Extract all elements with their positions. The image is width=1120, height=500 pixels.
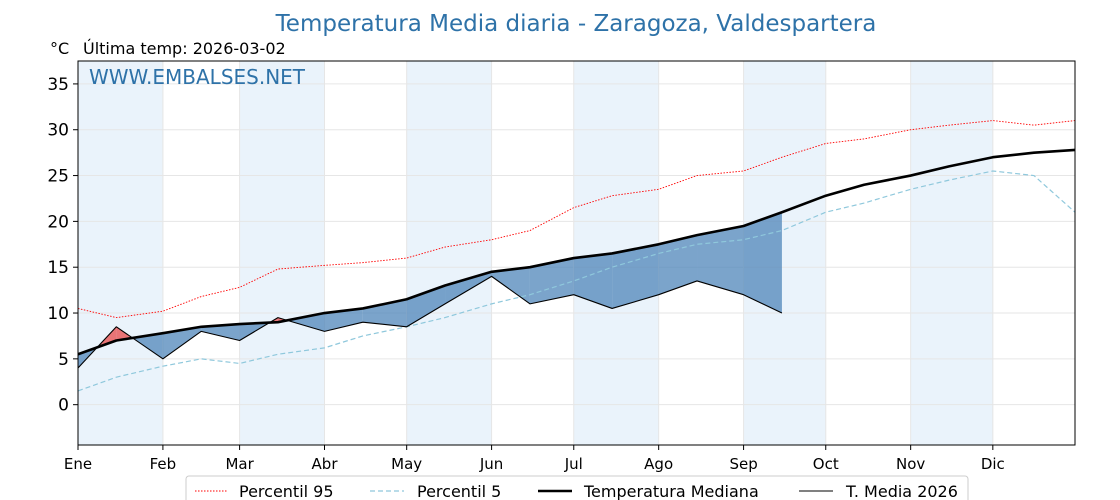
y-tick-label: 20	[47, 212, 69, 232]
x-tick-label: Dic	[981, 455, 1005, 473]
y-tick-label: 35	[47, 75, 69, 95]
chart-title: Temperatura Media diaria - Zaragoza, Val…	[275, 11, 877, 37]
y-tick-label: 15	[47, 258, 69, 278]
anomaly-fill	[529, 258, 574, 304]
y-tick-label: 5	[58, 350, 69, 370]
x-tick-label: Jun	[479, 455, 503, 473]
y-axis: 0 5 10 15 20 25 30 35	[47, 75, 78, 416]
x-axis: Ene Feb Mar Abr May Jun Jul Ago Sep Oct Nov Dic	[64, 445, 1005, 473]
legend-label-p95: Percentil 95	[239, 482, 334, 500]
anomaly-fill	[324, 308, 363, 332]
x-tick-label: Sep	[729, 455, 757, 473]
x-tick-label: Jul	[564, 455, 583, 473]
grid-lines	[77, 61, 1075, 445]
legend: Percentil 95 Percentil 5 Temperatura Med…	[185, 475, 969, 500]
legend-label-current: T. Media 2026	[845, 482, 958, 500]
anomaly-fill	[445, 271, 492, 304]
anomaly-fill	[697, 225, 744, 295]
series-lines	[77, 120, 1076, 392]
anomaly-fill	[132, 333, 163, 359]
x-tick-label: Mar	[225, 455, 254, 473]
anomaly-fill	[287, 313, 325, 332]
month-band	[239, 61, 325, 445]
y-unit-label: °C	[50, 39, 69, 58]
plot-frame	[77, 60, 1076, 446]
y-tick-label: 0	[58, 396, 69, 416]
anomaly-fill	[612, 244, 659, 309]
x-tick-label: Oct	[813, 455, 839, 473]
last-temp-label: Última temp: 2026-03-02	[83, 39, 286, 58]
x-tick-label: Ene	[64, 455, 92, 473]
month-band	[78, 61, 163, 445]
legend-label-median: Temperatura Mediana	[583, 482, 759, 500]
x-tick-label: May	[391, 455, 422, 473]
anomaly-fill	[573, 253, 613, 309]
series-line-p95	[77, 120, 1076, 319]
month-band	[406, 61, 492, 445]
watermark: WWW.EMBALSES.NET	[89, 65, 306, 89]
anomaly-fill	[162, 326, 202, 359]
y-tick-label: 30	[47, 121, 69, 141]
anomaly-fill	[658, 235, 698, 295]
y-tick-label: 25	[47, 167, 69, 187]
anomaly-fill	[362, 299, 407, 327]
legend-label-p5: Percentil 5	[417, 482, 501, 500]
x-tick-label: Nov	[896, 455, 925, 473]
series-line-median	[77, 148, 1076, 356]
series-line-current	[77, 275, 783, 369]
month-band	[910, 61, 993, 445]
x-tick-label: Feb	[150, 455, 177, 473]
anomaly-fill	[201, 324, 240, 341]
y-tick-label: 10	[47, 304, 69, 324]
x-tick-label: Ago	[644, 455, 673, 473]
anomaly-fill	[491, 267, 530, 304]
month-bands	[78, 61, 993, 445]
x-tick-label: Abr	[312, 455, 339, 473]
legend-box	[185, 475, 969, 500]
